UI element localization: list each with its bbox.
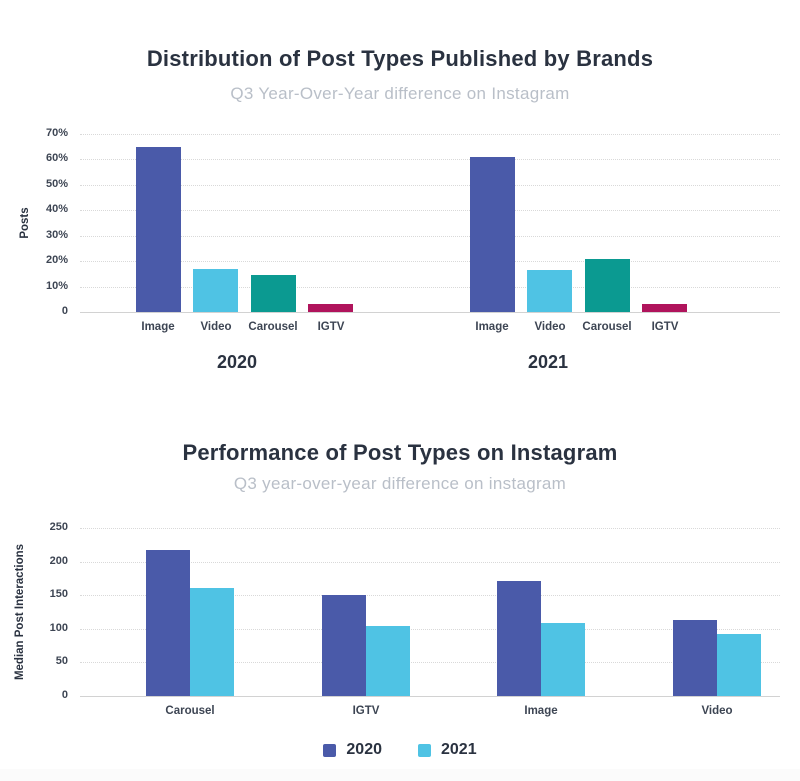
group-label-2021: 2021 xyxy=(527,352,569,372)
gridline xyxy=(80,236,780,237)
legend-swatch-2020 xyxy=(323,743,337,757)
legend: 2020 2021 xyxy=(0,741,800,759)
gridline xyxy=(80,185,780,186)
gridline xyxy=(80,629,780,630)
bar-2020-carousel xyxy=(251,275,296,312)
y-tick-label: 20% xyxy=(45,254,68,266)
legend-label-2021: 2021 xyxy=(441,741,477,758)
y-tick-label: 0 xyxy=(61,689,68,701)
bar-2021-video xyxy=(527,270,572,312)
performance-plot-area: 250 200 150 100 50 0 Carousel IGTV Image Video xyxy=(50,521,780,717)
bar-2021-carousel xyxy=(585,259,630,312)
gridline xyxy=(80,595,780,596)
gridline xyxy=(80,287,780,288)
bar-2020-video xyxy=(193,269,238,312)
gridline xyxy=(80,134,780,135)
bar-2020-video xyxy=(673,620,717,696)
legend-label-2020: 2020 xyxy=(346,741,382,758)
legend-swatch-2021 xyxy=(418,743,431,757)
bar-2020-igtv xyxy=(322,595,366,696)
bar-2021-igtv xyxy=(642,304,687,312)
y-tick-label: 100 xyxy=(49,622,68,634)
y-tick-label: 150 xyxy=(49,588,68,600)
distribution-chart-title: Distribution of Post Types Published by … xyxy=(146,46,654,71)
legend-item-2020: 2020 xyxy=(323,741,382,759)
x-category-label: Video xyxy=(534,321,566,333)
bar-2020-carousel xyxy=(146,550,190,696)
y-tick-label: 40% xyxy=(45,203,68,215)
gridline xyxy=(80,210,780,211)
y-tick-label: 10% xyxy=(45,280,68,292)
bar-2021-image xyxy=(541,623,585,696)
x-category-label: IGTV xyxy=(317,321,345,333)
footer-strip xyxy=(0,769,800,781)
y-tick-label: 60% xyxy=(45,152,68,164)
legend-item-2021: 2021 xyxy=(418,741,477,759)
distribution-chart-subtitle: Q3 Year-Over-Year difference on Instagra… xyxy=(230,84,570,103)
y-tick-label: 50 xyxy=(55,655,68,667)
x-category-label: Carousel xyxy=(248,321,298,333)
y-tick-label: 30% xyxy=(45,229,68,241)
bar-2021-video xyxy=(717,634,761,696)
x-axis-line xyxy=(80,696,780,697)
bar-2020-igtv xyxy=(308,304,353,312)
y-tick-label: 250 xyxy=(49,521,68,533)
x-category-label: IGTV xyxy=(651,321,679,333)
y-tick-label: 50% xyxy=(45,178,68,190)
x-axis-line xyxy=(80,312,780,313)
x-category-label: Video xyxy=(701,705,733,717)
x-category-label: Image xyxy=(524,705,558,717)
gridline xyxy=(80,261,780,262)
bar-2020-image xyxy=(497,581,541,696)
bar-2021-igtv xyxy=(366,626,410,696)
distribution-plot-area: 70% 60% 50% 40% 30% 20% 10% 0 Image Video Carousel… xyxy=(46,127,780,333)
x-category-label: Video xyxy=(200,321,232,333)
performance-chart-title: Performance of Post Types on Instagram xyxy=(182,440,618,465)
y-tick-label: 70% xyxy=(45,127,68,139)
x-category-label: Carousel xyxy=(582,321,632,333)
group-label-2020: 2020 xyxy=(216,352,258,372)
bar-2021-carousel xyxy=(190,588,234,696)
bar-2020-image xyxy=(136,147,181,312)
gridline xyxy=(80,159,780,160)
x-category-label: Image xyxy=(475,321,509,333)
gridline xyxy=(80,562,780,563)
y-tick-label: 200 xyxy=(49,555,68,567)
bar-2021-image xyxy=(470,157,515,312)
y-tick-label: 0 xyxy=(61,305,68,317)
x-category-label: Carousel xyxy=(165,705,215,717)
x-category-label: IGTV xyxy=(352,705,380,717)
gridline xyxy=(80,528,780,529)
gridline xyxy=(80,662,780,663)
x-category-label: Image xyxy=(141,321,175,333)
performance-chart-subtitle: Q3 year-over-year difference on instagra… xyxy=(233,474,567,493)
